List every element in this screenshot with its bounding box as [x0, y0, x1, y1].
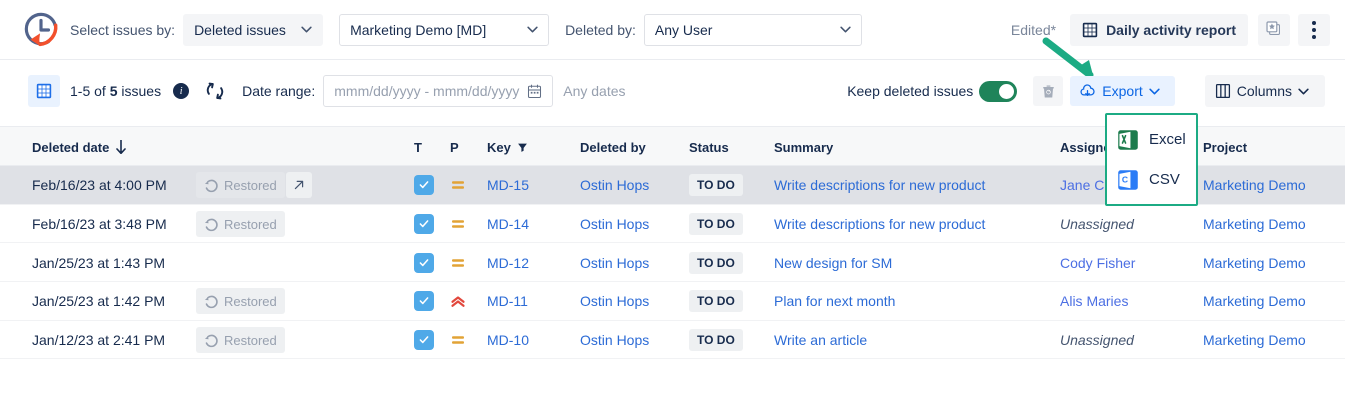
svg-text:C: C [1122, 174, 1128, 184]
